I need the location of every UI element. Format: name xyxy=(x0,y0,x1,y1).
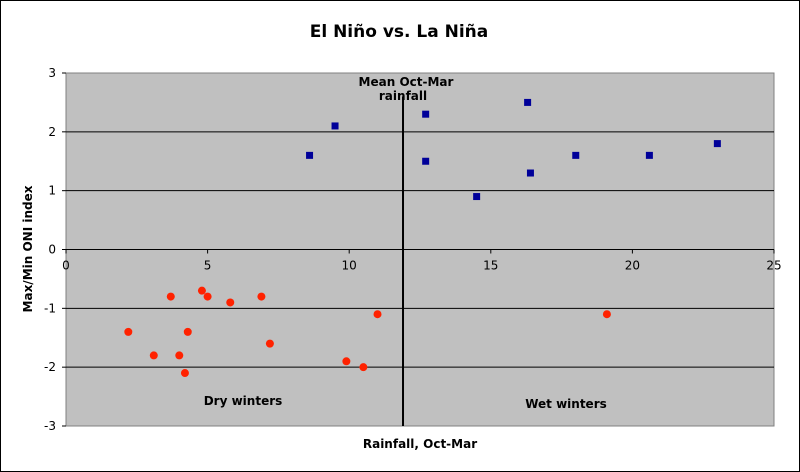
circle-point xyxy=(149,351,158,360)
circle-point xyxy=(180,369,189,378)
circle-point xyxy=(183,327,192,336)
circle-point xyxy=(197,286,206,295)
square-point xyxy=(331,122,339,130)
circle-point xyxy=(342,357,351,366)
x-tick-label: 15 xyxy=(483,259,498,273)
square-point xyxy=(306,151,314,159)
dry-winters-label: Dry winters xyxy=(204,394,283,408)
y-tick-label: 3 xyxy=(48,66,56,80)
square-point xyxy=(713,140,721,148)
square-point xyxy=(422,157,430,165)
y-tick-label: 0 xyxy=(48,243,56,257)
x-tick-label: 20 xyxy=(625,259,640,273)
circle-point xyxy=(257,292,266,301)
circle-point xyxy=(175,351,184,360)
x-axis-label: Rainfall, Oct-Mar xyxy=(363,437,477,451)
y-tick-label: -1 xyxy=(44,301,56,315)
square-point xyxy=(572,151,580,159)
circle-point xyxy=(124,327,133,336)
circle-point xyxy=(226,298,235,307)
y-tick-label: -3 xyxy=(44,419,56,433)
circle-point xyxy=(203,292,212,301)
square-point xyxy=(524,98,532,106)
square-point xyxy=(526,169,534,177)
circle-point xyxy=(265,339,274,348)
x-tick-label: 5 xyxy=(204,259,212,273)
circle-point xyxy=(602,310,611,319)
square-point xyxy=(645,151,653,159)
wet-winters-label: Wet winters xyxy=(525,397,607,411)
y-tick-label: -2 xyxy=(44,360,56,374)
y-axis-label: Max/Min ONI index xyxy=(21,185,35,312)
mean-line-label-2: rainfall xyxy=(379,89,427,103)
circle-point xyxy=(359,363,368,372)
square-point xyxy=(473,193,481,201)
circle-point xyxy=(166,292,175,301)
y-tick-label: 1 xyxy=(48,184,56,198)
x-tick-label: 25 xyxy=(766,259,781,273)
y-axis-ticks: 3 2 1 0 -1 -2 -3 xyxy=(44,66,66,433)
data-points xyxy=(124,98,721,378)
x-tick-label: 10 xyxy=(342,259,357,273)
x-tick-label: 0 xyxy=(62,259,70,273)
y-tick-label: 2 xyxy=(48,125,56,139)
circle-point xyxy=(373,310,382,319)
square-point xyxy=(422,110,430,118)
mean-line-label-1: Mean Oct-Mar xyxy=(359,75,454,89)
chart-title: El Niño vs. La Niña xyxy=(310,22,489,42)
x-axis-ticks: 0 5 10 15 20 25 xyxy=(62,249,782,273)
